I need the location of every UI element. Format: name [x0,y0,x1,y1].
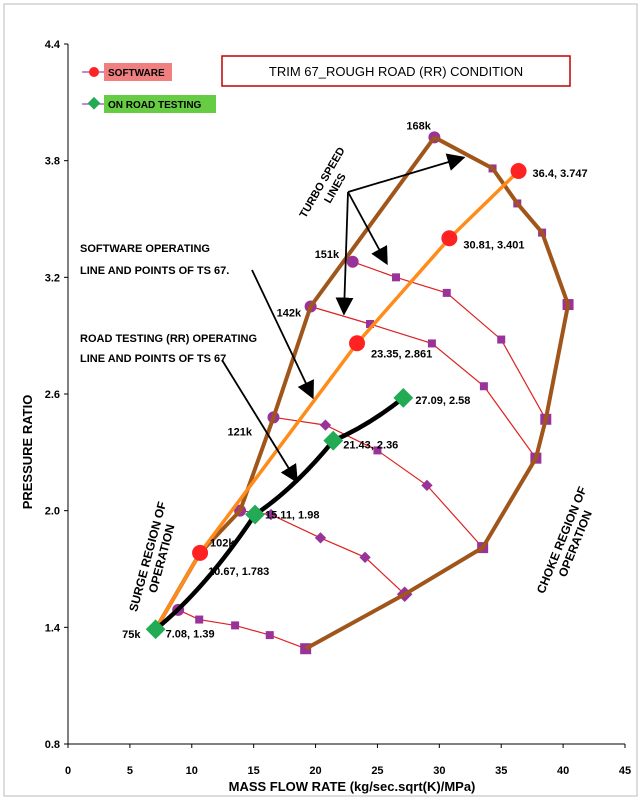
x-tick-label: 15 [248,765,260,777]
speed-line-marker [497,335,506,344]
software-op-annotation-1: SOFTWARE OPERATING [80,243,210,255]
x-tick-label: 25 [371,765,383,777]
title-box [221,55,571,87]
y-tick-label: 2.6 [45,389,60,401]
speed-line-marker [319,419,332,431]
speed-line-marker [265,631,274,640]
y-tick-label: 4.4 [45,39,61,51]
annotation-arrows [221,153,466,484]
speed-line-marker [231,621,240,630]
software-point [192,544,209,561]
point-label: 23.35, 2.861 [371,348,432,360]
speed-label-151k: 151k [315,249,340,261]
x-tick-label: 5 [127,765,133,777]
road-op-annotation-1: ROAD TESTING (RR) OPERATING [80,333,257,345]
x-tick-label: 20 [309,765,321,777]
speed-line-marker [359,551,371,563]
legend-software-marker [89,67,99,77]
speed-line-marker [265,508,277,521]
chart-title: TRIM 67_ROUGH ROAD (RR) CONDITION [269,64,523,79]
y-tick-label: 3.8 [45,156,60,168]
legend-software-highlight [104,63,172,81]
x-tick-label: 0 [65,765,71,777]
software-point [441,230,458,247]
point-label: 10.67, 1.783 [208,566,269,578]
road-testing-point [323,430,344,451]
speed-label-142k: 142k [277,308,302,320]
road-op-annotation-2: LINE AND POINTS OF TS 67 [80,353,226,365]
y-tick-label: 0.8 [45,739,60,751]
point-label: 21.43, 2.36 [343,440,398,452]
chart-frame [3,3,638,797]
road-testing-operating-line [154,396,405,632]
y-tick-label: 1.4 [45,622,61,634]
annotation-arrow [347,191,388,266]
road-testing-point [245,504,265,525]
speed-label-168k: 168k [406,120,431,132]
annotation-arrow [335,191,354,316]
y-tick-label: 3.2 [45,272,60,284]
x-axis-title: MASS FLOW RATE (kg/sec.sqrt(K)/MPa) [229,779,476,794]
speed-label-102k: 102k [210,538,235,550]
speed-line-marker [392,273,401,282]
speed-line-marker [366,320,375,328]
point-label: 15.11, 1.98 [265,510,319,522]
plot-area: 0.8 1.4 2.0 2.6 3.2 3.8 4.4 0 5 10 15 20 25 30 35 40 45 1… [45,39,631,777]
x-tick-label: 30 [433,765,445,777]
point-label: 30.81, 3.401 [463,239,524,251]
speed-line-marker [373,446,382,455]
speed-label-75k: 75k [122,629,141,641]
x-tick-label: 45 [619,765,631,777]
speed-line-marker [314,532,327,544]
legend-road-highlight [104,95,216,113]
speed-line-marker [479,382,488,391]
x-tick-label: 35 [495,765,507,777]
speed-line-marker [300,643,312,655]
point-label: 7.08, 1.39 [166,628,215,640]
software-point [510,162,527,179]
annotation-arrow [251,269,314,400]
speed-line-marker [421,479,433,492]
y-axis-title: PRESSURE RATIO [20,395,35,510]
software-point [349,335,366,352]
point-label: 27.09, 2.58 [415,395,470,407]
y-tick-label: 2.0 [45,506,60,518]
point-label: 36.4, 3.747 [533,168,588,180]
legend-software-label: SOFTWARE [108,68,165,79]
speed-line-marker [427,339,436,348]
speed-line-marker [195,615,204,624]
road-testing-point [393,387,414,408]
software-op-annotation-2: LINE AND POINTS OF TS 67. [80,265,229,277]
annotation-arrow [221,359,298,484]
legend-road-label: ON ROAD TESTING [108,100,202,111]
x-tick-label: 40 [557,765,569,777]
speed-label-121k: 121k [227,426,252,438]
speed-line-marker [346,255,359,268]
speed-line-marker [442,288,451,297]
x-tick-label: 10 [186,765,198,777]
annotation-arrow [347,153,466,193]
